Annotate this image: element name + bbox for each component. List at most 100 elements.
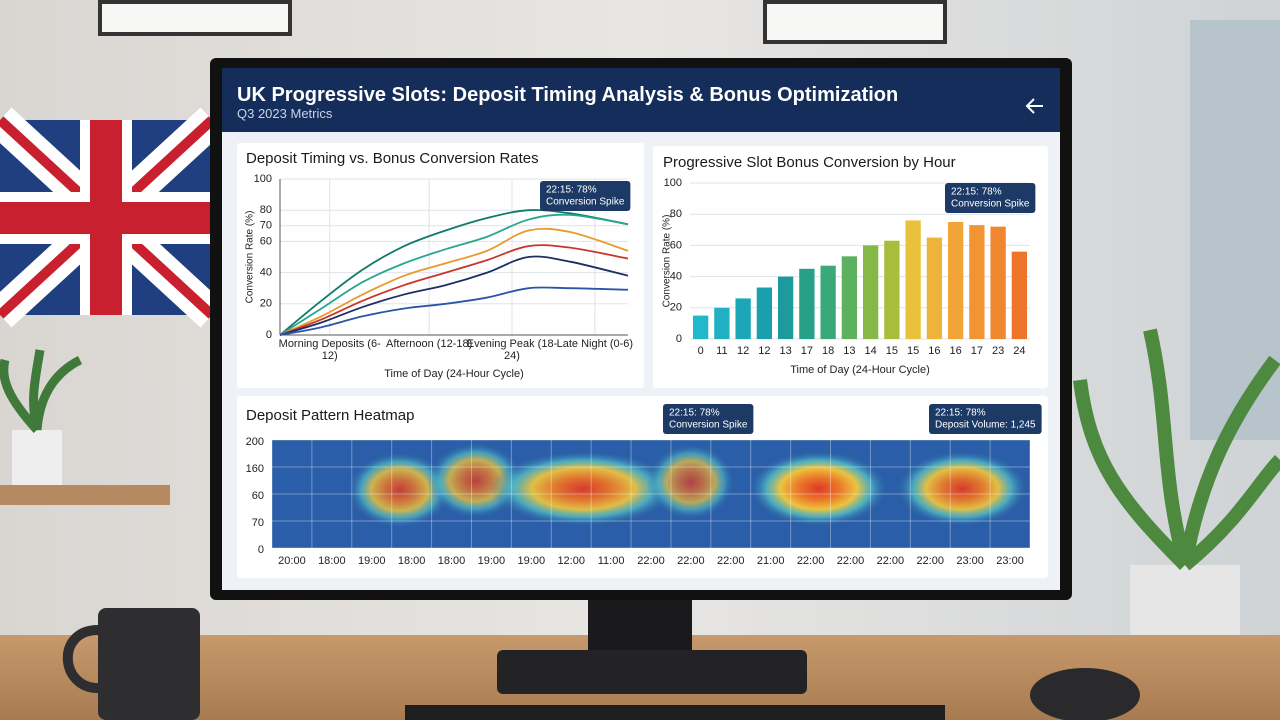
hotspot bbox=[489, 450, 677, 527]
annotation-subtext: Conversion Spike bbox=[951, 199, 1030, 210]
plant bbox=[0, 349, 83, 485]
annotation-box bbox=[540, 181, 631, 211]
monitor-base bbox=[497, 650, 807, 694]
x-tick-label: 22:00 bbox=[797, 555, 825, 567]
y-tick-label: 100 bbox=[254, 173, 272, 185]
x-tick-label: 19:00 bbox=[478, 555, 506, 567]
y-tick-label: 20 bbox=[260, 298, 272, 310]
x-tick-label: 12:00 bbox=[557, 555, 585, 567]
y-tick-label: 100 bbox=[664, 177, 682, 189]
back-icon[interactable] bbox=[1025, 98, 1043, 114]
x-tick-label: 16 bbox=[950, 345, 962, 357]
line-series bbox=[279, 227, 629, 336]
bar bbox=[777, 276, 794, 339]
plant bbox=[1073, 328, 1280, 635]
x-tick-label: 17 bbox=[971, 345, 983, 357]
bar bbox=[862, 245, 879, 339]
y-tick-label: 70 bbox=[260, 220, 272, 232]
annotation-subtext: Conversion Spike bbox=[669, 420, 748, 431]
chart-title: Deposit Timing vs. Bonus Conversion Rate… bbox=[246, 150, 539, 167]
annotation-text: 22:15: 78% bbox=[935, 408, 986, 419]
x-tick-label: 18:00 bbox=[438, 555, 466, 567]
x-tick-label: 18:00 bbox=[398, 555, 426, 567]
y-tick-label: 40 bbox=[260, 267, 272, 279]
x-tick-label: 18:00 bbox=[318, 555, 346, 567]
x-tick-label: 15 bbox=[907, 345, 919, 357]
bar bbox=[926, 237, 943, 339]
x-tick-label: 21:00 bbox=[757, 555, 785, 567]
x-tick-label: 11:00 bbox=[598, 555, 625, 567]
keyboard bbox=[405, 705, 945, 720]
bar bbox=[735, 298, 751, 339]
x-tick-label: Late Night (0-6) bbox=[556, 338, 634, 350]
x-tick-label: 16 bbox=[928, 345, 940, 357]
y-tick-label: 70 bbox=[252, 517, 264, 529]
y-tick-label: 40 bbox=[670, 271, 682, 283]
x-tick-label: 13 bbox=[843, 345, 855, 357]
x-tick-label: 0 bbox=[698, 345, 704, 357]
shelf bbox=[0, 485, 170, 505]
hotspot bbox=[748, 450, 889, 527]
bar bbox=[820, 265, 836, 339]
x-tick-label: 15 bbox=[886, 345, 898, 357]
bar bbox=[969, 225, 985, 339]
y-tick-label: 20 bbox=[670, 302, 682, 314]
y-axis-label: Conversion Rate (%) bbox=[245, 211, 256, 304]
line-series bbox=[279, 209, 629, 336]
line-series bbox=[279, 213, 629, 336]
bar bbox=[714, 307, 730, 339]
x-tick-label: 22:00 bbox=[877, 555, 905, 567]
dashboard-title: UK Progressive Slots: Deposit Timing Ana… bbox=[237, 84, 899, 106]
line-series bbox=[279, 255, 629, 336]
ceiling-light bbox=[763, 0, 947, 44]
bar bbox=[756, 287, 773, 339]
x-tick-label: 23:00 bbox=[956, 555, 984, 567]
line-series bbox=[279, 286, 629, 336]
mouse bbox=[1030, 668, 1140, 720]
line-series bbox=[279, 244, 629, 336]
x-tick-label: 12 bbox=[737, 345, 749, 357]
bar bbox=[884, 240, 900, 339]
x-tick-label: 20:00 bbox=[278, 555, 306, 567]
bar bbox=[1011, 251, 1028, 339]
y-tick-label: 0 bbox=[258, 544, 264, 556]
chart-title: Progressive Slot Bonus Conversion by Hou… bbox=[663, 154, 956, 171]
x-tick-label: 14 bbox=[865, 345, 877, 357]
y-tick-label: 0 bbox=[266, 329, 272, 341]
chart-title: Deposit Pattern Heatmap bbox=[246, 407, 414, 424]
annotation-subtext: Conversion Spike bbox=[546, 197, 625, 208]
annotation-text: 22:15: 78% bbox=[951, 187, 1002, 198]
ceiling-light bbox=[98, 0, 292, 36]
bar bbox=[799, 268, 815, 339]
x-tick-label: 12 bbox=[758, 345, 770, 357]
x-tick-label: 11 bbox=[716, 345, 727, 357]
y-tick-label: 80 bbox=[260, 204, 272, 216]
x-axis-label: Time of Day (24-Hour Cycle) bbox=[384, 368, 524, 380]
x-tick-label: 17 bbox=[801, 345, 813, 357]
y-tick-label: 160 bbox=[246, 463, 264, 475]
x-tick-label: Afternoon (12-18) bbox=[386, 338, 473, 350]
x-tick-label: Evening Peak (18-24) bbox=[466, 338, 558, 362]
x-tick-label: 24 bbox=[1013, 345, 1025, 357]
x-axis-label: Time of Day (24-Hour Cycle) bbox=[790, 364, 930, 376]
annotation-text: 22:15: 78% bbox=[546, 185, 597, 196]
x-tick-label: 22:00 bbox=[717, 555, 745, 567]
x-tick-label: 19:00 bbox=[518, 555, 546, 567]
annotation-box bbox=[945, 183, 1036, 213]
bar bbox=[841, 256, 858, 339]
x-tick-label: 22:00 bbox=[837, 555, 865, 567]
annotation-text: 22:15: 78% bbox=[669, 408, 720, 419]
y-tick-label: 60 bbox=[670, 239, 682, 251]
bar bbox=[947, 222, 964, 339]
y-tick-label: 0 bbox=[676, 333, 682, 345]
x-tick-label: 23 bbox=[992, 345, 1004, 357]
header-bar bbox=[222, 68, 1060, 132]
x-tick-label: 22:00 bbox=[637, 555, 665, 567]
monitor-stand bbox=[588, 596, 692, 658]
y-tick-label: 80 bbox=[670, 208, 682, 220]
x-tick-label: 18 bbox=[822, 345, 834, 357]
x-tick-label: Morning Deposits (6-12) bbox=[278, 338, 381, 362]
y-tick-label: 60 bbox=[252, 490, 264, 502]
y-tick-label: 60 bbox=[260, 235, 272, 247]
